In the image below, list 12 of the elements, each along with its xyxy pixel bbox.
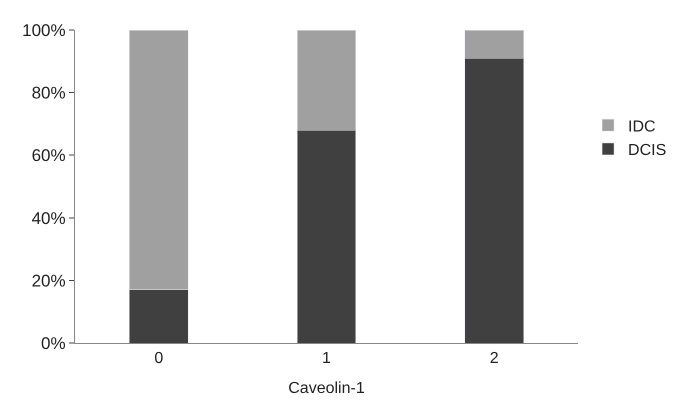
legend-label: IDC: [628, 118, 656, 136]
y-tick-label: 80%: [32, 84, 66, 103]
y-tick-label: 40%: [32, 208, 66, 228]
y-tick-label: 0%: [41, 334, 66, 353]
y-tick-label: 100%: [22, 20, 66, 40]
y-tick-label: 20%: [32, 271, 66, 290]
legend-label: DCIS: [628, 142, 666, 160]
x-axis-title: Caveolin-1: [288, 380, 365, 397]
x-tick-label: 1: [322, 350, 332, 368]
x-tick-label: 2: [490, 350, 499, 368]
x-tick-label: 0: [154, 350, 164, 368]
y-tick-label: 60%: [32, 146, 66, 166]
